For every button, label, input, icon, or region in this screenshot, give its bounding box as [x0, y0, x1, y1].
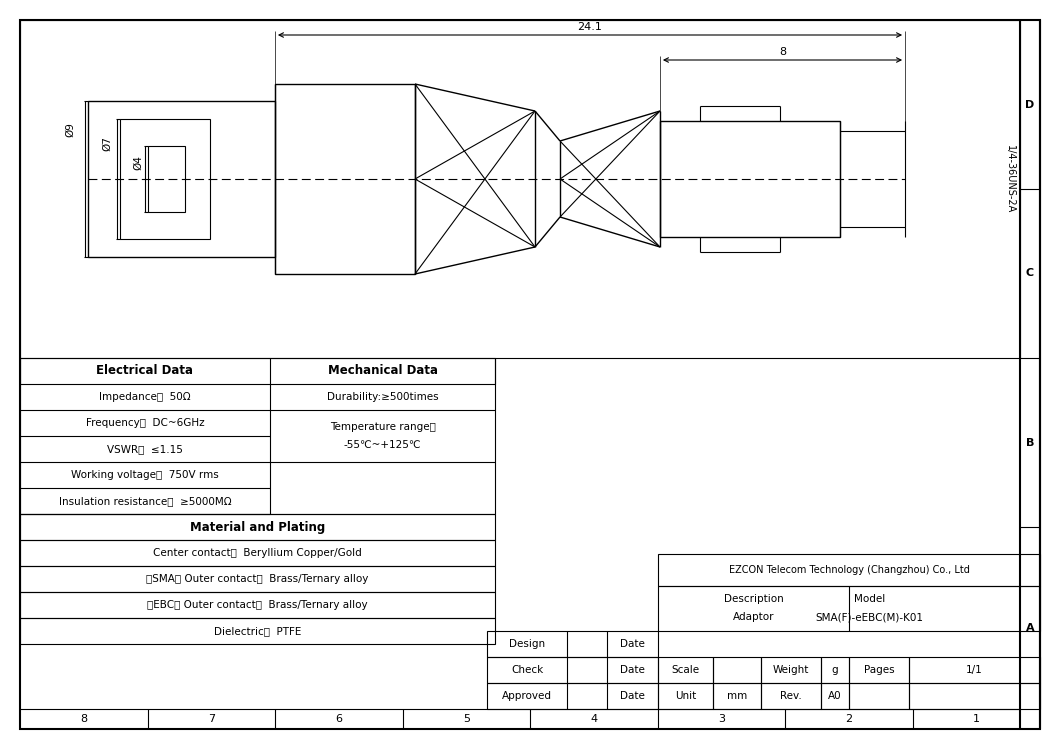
Text: Description: Description [724, 595, 783, 604]
Text: Ø7: Ø7 [102, 136, 112, 151]
Text: Date: Date [620, 691, 644, 701]
Bar [761, 683, 822, 709]
Text: A0: A0 [828, 691, 842, 701]
Text: Date: Date [620, 639, 644, 649]
Text: 1: 1 [973, 714, 979, 724]
Text: Electrical Data: Electrical Data [96, 365, 194, 377]
Bar [88, 101, 275, 257]
Text: 7: 7 [208, 714, 215, 724]
Text: 2: 2 [845, 714, 852, 724]
Bar [849, 657, 909, 683]
Bar [20, 358, 495, 384]
Bar [909, 683, 1040, 709]
Text: mm: mm [727, 691, 747, 701]
Text: 8: 8 [779, 47, 787, 57]
Bar [660, 121, 840, 237]
Text: SMA(F)-eEBC(M)-K01: SMA(F)-eEBC(M)-K01 [815, 613, 923, 622]
Text: -55℃~+125℃: -55℃~+125℃ [343, 440, 421, 450]
Text: Check: Check [511, 665, 543, 675]
Text: Scale: Scale [671, 665, 700, 675]
Text: Adaptor: Adaptor [732, 613, 774, 622]
Bar [658, 554, 1040, 586]
Bar [20, 618, 495, 644]
Bar [20, 566, 495, 592]
Bar [761, 657, 822, 683]
Bar [713, 657, 761, 683]
Bar [658, 683, 713, 709]
Text: Ø9: Ø9 [65, 123, 75, 137]
Text: Material and Plating: Material and Plating [190, 521, 325, 533]
Text: EZCON Telecom Technology (Changzhou) Co., Ltd: EZCON Telecom Technology (Changzhou) Co.… [728, 565, 970, 575]
Bar [20, 592, 495, 618]
Text: Center contact：  Beryllium Copper/Gold: Center contact： Beryllium Copper/Gold [153, 548, 361, 558]
Text: 6: 6 [335, 714, 342, 724]
Text: 3: 3 [718, 714, 725, 724]
Bar [840, 131, 905, 227]
Text: Design: Design [509, 639, 545, 649]
Text: Weight: Weight [773, 665, 809, 675]
Bar [20, 514, 495, 540]
Text: VSWR：  ≤1.15: VSWR： ≤1.15 [107, 444, 183, 454]
Text: 1/1: 1/1 [966, 665, 983, 675]
Text: Ø4: Ø4 [132, 155, 143, 170]
Bar [487, 657, 658, 683]
Text: Frequency：  DC~6GHz: Frequency： DC~6GHz [86, 418, 205, 428]
Text: Working voltage：  750V rms: Working voltage： 750V rms [71, 470, 218, 480]
Text: Temperature range：: Temperature range： [330, 422, 436, 432]
Text: Model: Model [854, 595, 885, 604]
Text: Unit: Unit [675, 691, 696, 701]
Text: B: B [1026, 437, 1035, 447]
Bar [20, 540, 495, 566]
Bar [658, 586, 1040, 631]
Bar [487, 683, 658, 709]
Text: g: g [832, 665, 838, 675]
Text: （EBC） Outer contact：  Brass/Ternary alloy: （EBC） Outer contact： Brass/Ternary alloy [147, 600, 368, 610]
Text: 4: 4 [590, 714, 598, 724]
Text: （SMA） Outer contact：  Brass/Ternary alloy: （SMA） Outer contact： Brass/Ternary alloy [146, 574, 369, 584]
Bar [713, 683, 761, 709]
Text: Approved: Approved [502, 691, 552, 701]
Text: C: C [1026, 268, 1035, 279]
Text: 1/4-36UNS-2A: 1/4-36UNS-2A [1005, 145, 1015, 213]
Text: Mechanical Data: Mechanical Data [328, 365, 438, 377]
Text: 5: 5 [463, 714, 470, 724]
Bar [822, 657, 849, 683]
Text: Dielectric：  PTFE: Dielectric： PTFE [214, 626, 301, 636]
Text: Pages: Pages [864, 665, 895, 675]
Bar [148, 146, 185, 212]
Text: A: A [1026, 623, 1035, 633]
Text: Insulation resistance：  ≥5000MΩ: Insulation resistance： ≥5000MΩ [58, 496, 231, 506]
Text: 24.1: 24.1 [578, 22, 602, 32]
Bar [120, 119, 210, 239]
Text: Rev.: Rev. [780, 691, 801, 701]
Bar [658, 657, 713, 683]
Text: 8: 8 [81, 714, 87, 724]
Bar [909, 657, 1040, 683]
Text: D: D [1025, 100, 1035, 109]
Text: Durability:≥500times: Durability:≥500times [326, 392, 439, 402]
Bar [275, 84, 416, 274]
Text: Date: Date [620, 665, 644, 675]
Bar [849, 683, 909, 709]
Bar [822, 683, 849, 709]
Bar [20, 20, 1020, 358]
Text: Impedance：  50Ω: Impedance： 50Ω [100, 392, 191, 402]
Bar [487, 631, 658, 657]
